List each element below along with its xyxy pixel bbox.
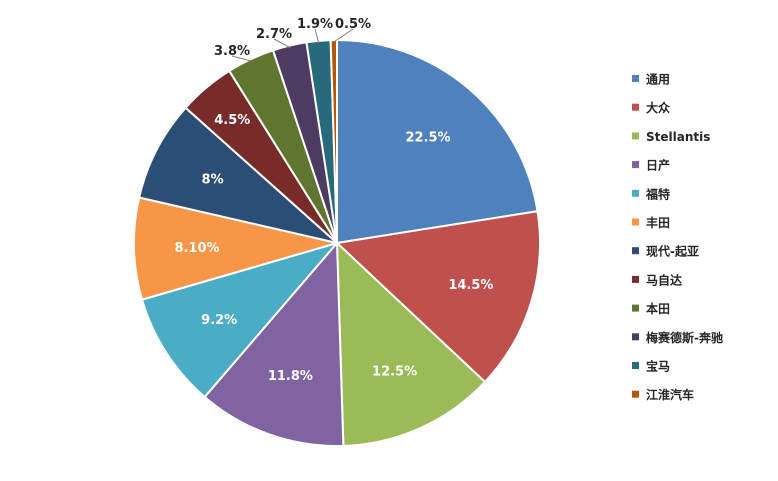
data-label-7: 8% (202, 173, 224, 188)
leader-line-12 (333, 28, 354, 43)
pie-slice-6 (132, 196, 341, 301)
data-label-4: 11.8% (268, 369, 313, 384)
legend-label-8: 马自达 (646, 272, 682, 287)
legend-label-10: 梅赛德斯-奔驰 (646, 330, 723, 345)
legend-swatch-9 (632, 304, 639, 312)
legend-label-11: 宝马 (646, 359, 670, 374)
leader-line-11 (314, 28, 320, 43)
data-label-1: 22.5% (405, 131, 450, 146)
legend-label-5: 福特 (645, 186, 670, 201)
data-label-9: 3.8% (214, 44, 250, 59)
legend-swatch-5 (632, 189, 639, 197)
data-label-12: 0.5% (335, 17, 371, 32)
legend-label-4: 日产 (646, 158, 670, 173)
leader-line-9 (231, 55, 252, 62)
legend-swatch-2 (632, 103, 639, 111)
data-label-11: 1.9% (297, 17, 333, 32)
legend-label-9: 本田 (646, 301, 670, 316)
data-label-3: 12.5% (372, 365, 417, 380)
pie-slice-4 (203, 240, 345, 447)
data-label-6: 8.10% (174, 241, 219, 256)
data-label-5: 9.2% (201, 313, 237, 328)
legend-swatch-11 (632, 362, 639, 369)
legend-label-3: Stellantis (646, 130, 710, 144)
data-label-10: 2.7% (256, 27, 292, 42)
leader-lines (231, 28, 354, 62)
data-label-8: 4.5% (214, 113, 250, 128)
legend-label-1: 通用 (646, 72, 670, 87)
leader-line-10 (273, 38, 291, 49)
legend-label-2: 大众 (646, 100, 671, 115)
legend-label-7: 现代-起亚 (646, 244, 699, 259)
legend-swatch-1 (632, 75, 639, 82)
legend-swatch-3 (632, 132, 639, 140)
legend-swatch-8 (632, 275, 639, 283)
pie-slices (132, 38, 541, 447)
pie-slice-1 (336, 38, 539, 245)
legend-swatch-4 (632, 161, 639, 169)
legend-label-12: 江淮汽车 (646, 387, 694, 402)
legend-swatch-6 (632, 218, 639, 226)
legend-label-6: 丰田 (646, 215, 670, 230)
data-label-2: 14.5% (448, 278, 493, 293)
legend-swatch-10 (632, 333, 639, 341)
legend-swatch-7 (632, 247, 639, 255)
pie-slice-7 (137, 106, 338, 244)
pie-slice-5 (140, 241, 340, 399)
pie-slice-2 (334, 210, 541, 384)
legend-swatch-12 (632, 390, 639, 398)
data-labels: 22.5% 14.5% 12.5% 11.8% 9.2% 8.10% 8% 4.5% 3.8% 2… (174, 17, 493, 384)
pie-slice-3 (335, 240, 487, 447)
